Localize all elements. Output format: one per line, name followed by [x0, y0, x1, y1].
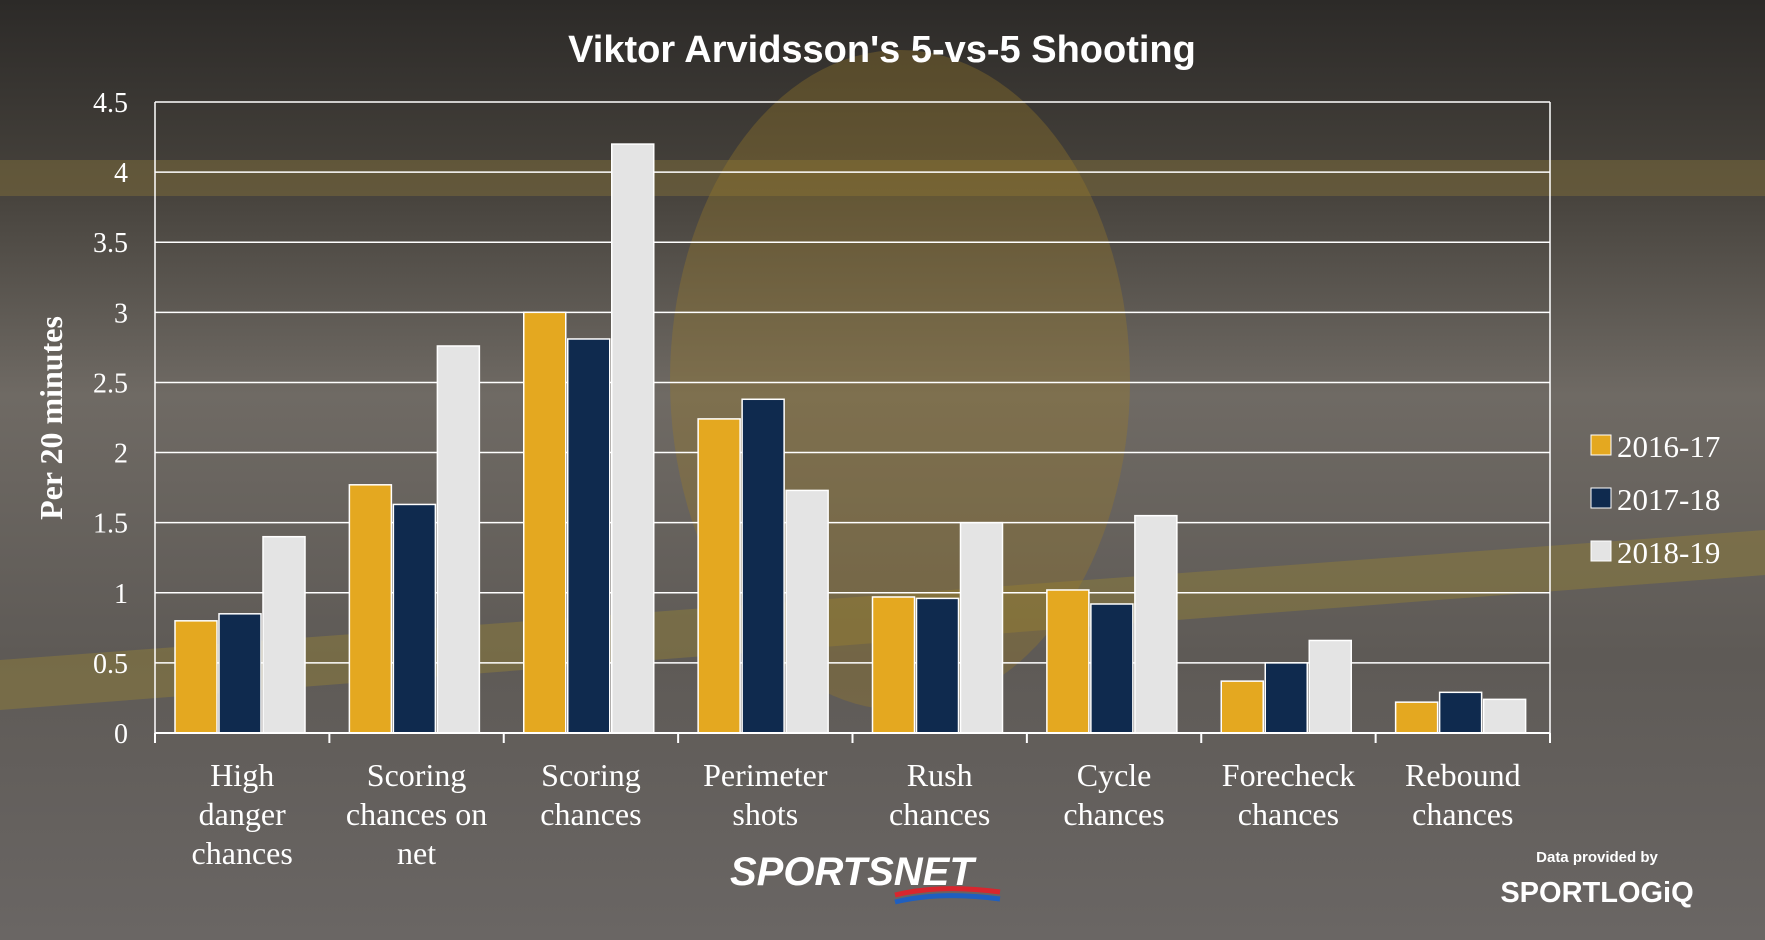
bar-2017-18-6 [1264, 662, 1308, 734]
bar-2016-17-3 [697, 418, 741, 734]
x-category-label: Scoring chances [540, 757, 641, 832]
x-category-label: Cycle chances [1063, 757, 1164, 832]
x-category-label-line: chances [889, 796, 990, 832]
bar-2017-18-4 [915, 597, 960, 734]
x-category-label-line: chances [1063, 796, 1164, 832]
sportsnet-logo: SPORTSNET [730, 850, 1001, 905]
legend-swatch [1590, 434, 1612, 456]
sportsnet-swoosh-blue [894, 893, 1001, 905]
x-category-label: Rebound chances [1405, 757, 1521, 832]
bar-2016-17-0 [174, 620, 218, 734]
sportlogiq-logo: SPORTLOGiQ [1500, 877, 1693, 909]
bars [174, 143, 1527, 734]
legend-label: 2018-19 [1617, 535, 1720, 570]
y-tick-label: 2.5 [93, 368, 128, 399]
bar-2017-18-2 [567, 338, 611, 734]
x-category-label-line: Forecheck [1222, 757, 1355, 793]
bar-2016-17-4 [871, 596, 916, 734]
legend-label: 2017-18 [1617, 482, 1720, 517]
bar-2017-18-0 [218, 613, 262, 734]
x-category-label-line: chances [192, 835, 293, 871]
legend-swatch [1590, 540, 1612, 562]
legend-label: 2016-17 [1617, 429, 1720, 464]
x-axis [154, 732, 1551, 743]
x-category-label-line: High [210, 757, 274, 793]
y-tick-label: 3.5 [93, 228, 128, 259]
bar-2018-19-1 [436, 345, 481, 734]
bar-2016-17-5 [1046, 589, 1090, 734]
y-tick-label: 4 [114, 158, 128, 189]
bar-2018-19-0 [262, 535, 306, 734]
x-category-label-line: Scoring [367, 757, 467, 793]
y-axis-ticks: 0 0.5 1 1.5 2 2.5 3 3.5 4 4.5 [93, 88, 128, 750]
bar-2018-19-4 [959, 521, 1004, 734]
x-category-label-line: Perimeter [703, 757, 828, 793]
legend: 2016-17 2017-18 2018-19 [1590, 429, 1720, 570]
bar-2017-18-7 [1438, 691, 1483, 734]
x-category-label-line: chances [540, 796, 641, 832]
bar-2018-19-2 [611, 143, 655, 734]
bar-2018-19-7 [1482, 698, 1527, 734]
x-category-label: High danger chances [192, 757, 293, 871]
bar-2018-19-6 [1308, 639, 1352, 734]
x-category-label-line: chances [1412, 796, 1513, 832]
y-tick-label: 3 [114, 298, 128, 329]
bar-2018-19-5 [1134, 514, 1178, 734]
bar-2016-17-6 [1220, 680, 1264, 734]
x-category-label: Perimeter shots [703, 757, 828, 832]
x-category-label-line: chances [1238, 796, 1339, 832]
gridlines [154, 101, 1551, 734]
x-category-label-line: Cycle [1077, 757, 1152, 793]
bar-2017-18-5 [1090, 603, 1134, 734]
bar-2016-17-2 [523, 311, 567, 734]
y-tick-label: 1 [114, 579, 128, 610]
sportsnet-swoosh-red [894, 886, 1001, 898]
x-category-label-line: net [397, 835, 436, 871]
bar-2017-18-1 [392, 503, 437, 734]
y-tick-label: 4.5 [93, 88, 128, 119]
x-category-label-line: danger [199, 796, 286, 832]
x-category-label-line: shots [732, 796, 798, 832]
x-category-label-line: Rebound [1405, 757, 1521, 793]
bar-2018-19-3 [785, 489, 829, 734]
x-category-label-line: Rush [907, 757, 973, 793]
x-category-label: Forecheck chances [1222, 757, 1355, 832]
x-category-label: Rush chances [889, 757, 990, 832]
legend-swatch [1590, 487, 1612, 509]
y-tick-label: 1.5 [93, 509, 128, 540]
y-axis-label: Per 20 minutes [33, 316, 69, 520]
y-tick-label: 0.5 [93, 649, 128, 680]
y-tick-label: 0 [114, 719, 128, 750]
bar-2016-17-1 [348, 484, 393, 734]
x-category-label-line: Scoring [541, 757, 641, 793]
x-category-label-line: chances on [346, 796, 487, 832]
x-category-label: Scoring chances on net [346, 757, 487, 871]
data-provided-by-label: Data provided by [1536, 849, 1658, 866]
y-tick-label: 2 [114, 439, 128, 470]
chart-title: Viktor Arvidsson's 5-vs-5 Shooting [568, 29, 1196, 71]
bar-2017-18-3 [741, 398, 785, 734]
bar-2016-17-7 [1394, 701, 1439, 734]
